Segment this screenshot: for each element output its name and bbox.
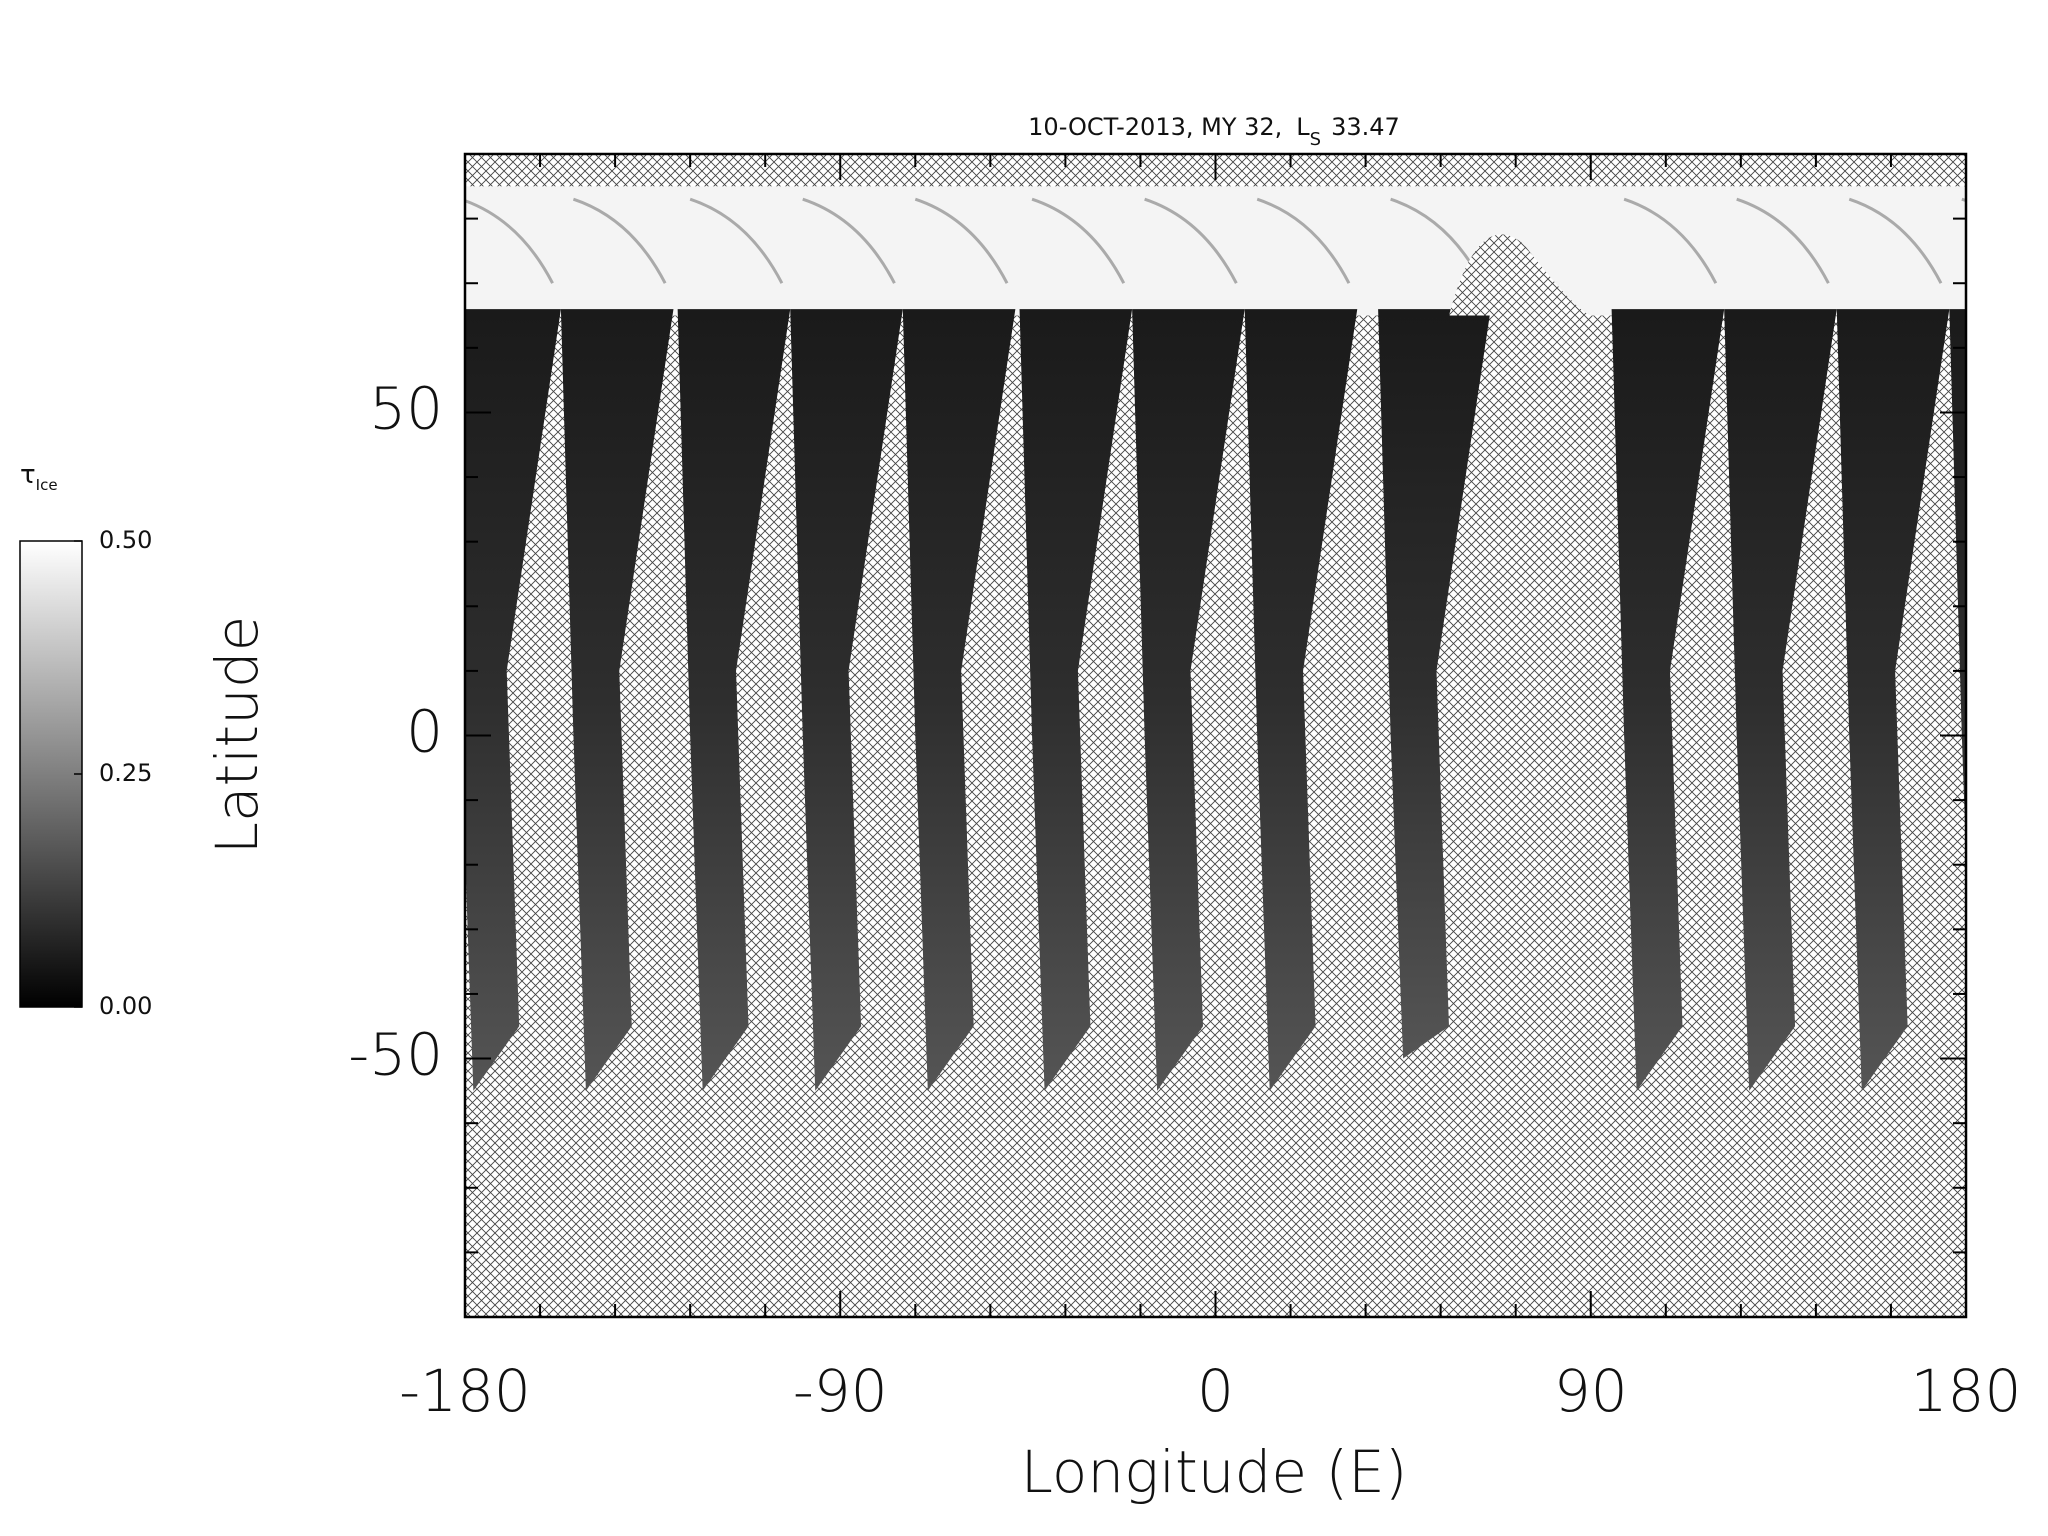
cap-streak [1031, 197, 1126, 284]
colorbar-label: τIce [20, 460, 58, 494]
y-tick-label: 50 [369, 374, 443, 442]
chart-title: 10-OCT-2013, MY 32, LS 33.47 [1028, 113, 1400, 150]
swath [1244, 309, 1358, 1091]
y-axis-label: Latitude [203, 616, 271, 855]
x-tick-label: 180 [1911, 1357, 2022, 1425]
cap-streak [1144, 197, 1238, 284]
cap-streak [689, 197, 784, 284]
y-tick-label: -50 [348, 1021, 443, 1089]
cap-streak [1961, 197, 1966, 203]
colorbar-subscript: Ice [36, 476, 58, 494]
ls-subscript: S [1310, 129, 1321, 150]
swath [1132, 309, 1245, 1091]
cap-streak [572, 197, 667, 284]
swath [902, 309, 1016, 1091]
x-axis-label: Longitude (E) [1021, 1438, 1408, 1506]
cap-streak [1623, 197, 1718, 284]
x-tick-label: -90 [793, 1357, 888, 1425]
cap-streak [1848, 197, 1943, 284]
swath [1378, 309, 1491, 1059]
cap-streak [802, 197, 896, 284]
cap-streak [465, 199, 554, 284]
y-tick-label: 0 [406, 698, 443, 766]
colorbar-symbol: τ [20, 460, 36, 490]
swath [560, 309, 674, 1091]
ls-label: L [1296, 113, 1310, 141]
swath [1019, 309, 1133, 1091]
title-text: 10-OCT-2013, MY 32, [1028, 113, 1282, 141]
x-tick-label: 0 [1197, 1357, 1234, 1425]
map-area [465, 154, 1966, 1317]
swath [1611, 309, 1725, 1091]
ls-value: 33.47 [1331, 113, 1400, 141]
colorbar-tick-label: 0.00 [99, 992, 152, 1020]
gap-hatch [1448, 234, 1591, 316]
cap-streak [1256, 197, 1351, 284]
cap-streak [1736, 197, 1830, 284]
colorbar-tick-label: 0.25 [99, 759, 152, 787]
colorbar-tick-label: 0.50 [99, 526, 152, 554]
swath [1949, 309, 1966, 854]
swath [1724, 309, 1837, 1091]
swath [465, 309, 561, 1091]
x-tick-label: 90 [1554, 1357, 1628, 1425]
x-tick-label: -180 [399, 1357, 531, 1425]
cap-streak [914, 197, 1009, 284]
colorbar [19, 540, 83, 1008]
swath [677, 309, 791, 1091]
swath [790, 309, 903, 1091]
swath [1836, 309, 1950, 1091]
